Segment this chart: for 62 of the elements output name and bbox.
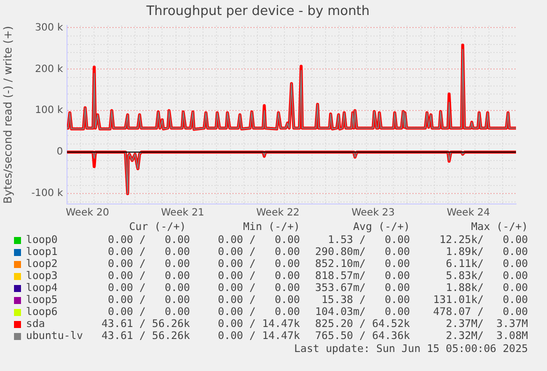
text: 0.00 / 0.00	[218, 246, 300, 258]
y-tick-label: 300 k	[34, 22, 64, 34]
y-tick-label: -100 k	[31, 188, 64, 200]
text: 0.00 / 0.00	[218, 282, 300, 294]
text: 353.67m/ 0.00	[315, 282, 410, 294]
text: 43.61 / 56.26k	[101, 318, 190, 330]
text: 12.25k/ 0.00	[439, 234, 528, 246]
text: 0.00 / 0.00	[218, 270, 300, 282]
text: 131.01k/ 0.00	[433, 294, 528, 306]
text: 0.00 / 0.00	[108, 294, 190, 306]
text: 0.00 / 0.00	[218, 258, 300, 270]
legend-label: loop5	[26, 294, 58, 306]
y-tick-label: 0	[56, 146, 63, 158]
x-tick-label: Week 22	[256, 208, 300, 219]
text: 0.00 / 0.00	[218, 306, 300, 318]
y-axis-title: Bytes/second read (-) / write (+)	[1, 26, 14, 204]
chart-title: Throughput per device - by month	[145, 4, 370, 20]
text: 1.89k/ 0.00	[446, 246, 528, 258]
text: Max (-/+)	[471, 221, 528, 233]
text: 43.61 / 56.26k	[101, 330, 190, 342]
text: 0.00 / 0.00	[108, 282, 190, 294]
legend-label: loop0	[26, 234, 58, 246]
text: 290.80m/ 0.00	[315, 246, 410, 258]
x-tick-label: Week 21	[160, 208, 204, 219]
text: 0.00 / 0.00	[218, 294, 300, 306]
text: Last update: Sun Jun 15 05:00:06 2025	[294, 343, 528, 355]
text: 0.00 / 0.00	[108, 306, 190, 318]
text: Min (-/+)	[243, 221, 300, 233]
text: 15.38 / 0.00	[321, 294, 410, 306]
text: 2.37M/ 3.37M	[446, 318, 528, 330]
legend-label: sda	[26, 318, 45, 330]
text: 5.83k/ 0.00	[446, 270, 528, 282]
y-tick-label: 200 k	[34, 64, 64, 75]
text: 0.00 / 0.00	[218, 234, 300, 246]
text: 478.07 / 0.00	[433, 306, 528, 318]
legend-label: loop3	[26, 270, 58, 282]
x-tick-label: Week 23	[351, 208, 395, 219]
text: Avg (-/+)	[353, 221, 410, 233]
legend-label: loop1	[26, 246, 58, 258]
y-tick-label: 100 k	[34, 105, 64, 116]
text: 0.00 / 14.47k	[218, 330, 300, 342]
text: 818.57m/ 0.00	[315, 270, 410, 282]
text: 765.50 / 64.36k	[315, 330, 410, 342]
text: 104.03m/ 0.00	[315, 306, 410, 318]
x-tick-label: Week 20	[66, 208, 110, 219]
x-tick-label: Week 24	[446, 208, 490, 219]
text: 0.00 / 0.00	[108, 246, 190, 258]
legend-label: ubuntu-lv	[26, 330, 83, 342]
text: Cur (-/+)	[129, 221, 186, 233]
legend-label: loop2	[26, 258, 58, 270]
text: 0.00 / 14.47k	[218, 318, 300, 330]
text: 2.32M/ 3.08M	[446, 330, 528, 342]
text: 0.00 / 0.00	[108, 234, 190, 246]
text: 0.00 / 0.00	[108, 258, 190, 270]
text: 852.10m/ 0.00	[315, 258, 410, 270]
legend-label: loop6	[26, 306, 58, 318]
text: 825.20 / 64.52k	[315, 318, 410, 330]
text: 1.88k/ 0.00	[446, 282, 528, 294]
text: 0.00 / 0.00	[108, 270, 190, 282]
text: 1.53 / 0.00	[328, 234, 410, 246]
legend-label: loop4	[26, 282, 58, 294]
text: 6.11k/ 0.00	[446, 258, 528, 270]
